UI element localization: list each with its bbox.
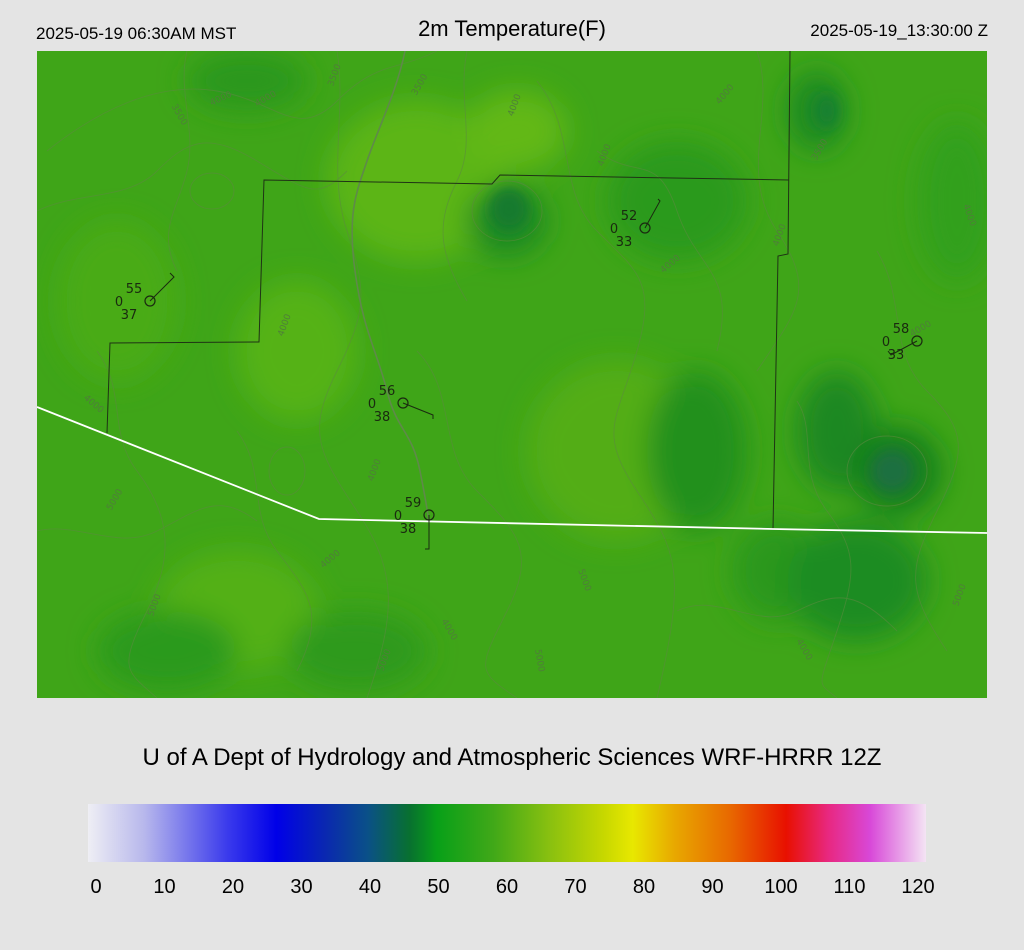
wind-barb-icon (644, 198, 661, 229)
wind-barb-icon (425, 515, 430, 550)
colorbar-tick: 90 (701, 876, 724, 898)
colorbar-gradient (88, 804, 926, 862)
station-dewpoint: 33 (888, 348, 905, 363)
station-circle-icon (639, 222, 651, 234)
colorbar-tick: 0 (90, 876, 102, 898)
map-title: 2m Temperature(F) (418, 16, 606, 41)
colorbar-tick: 120 (901, 876, 935, 898)
station-dewpoint: 38 (374, 410, 391, 425)
temperature-shading (57, 51, 987, 691)
colorbar-tick: 40 (358, 876, 382, 898)
station-temperature: 59 (405, 496, 422, 511)
credit-text: U of A Dept of Hydrology and Atmospheric… (142, 744, 882, 771)
local-time-label: 2025-05-19 06:30AM MST (36, 24, 237, 43)
station-temperature: 58 (893, 322, 910, 337)
station-circle-icon (144, 295, 156, 307)
state-border (37, 406, 987, 534)
station-circle-icon (911, 335, 923, 347)
terrain-contours (37, 51, 959, 698)
station-dewpoint: 37 (121, 308, 138, 323)
utc-time-label: 2025-05-19_13:30:00 Z (810, 21, 988, 40)
colorbar-tick: 100 (764, 876, 798, 898)
cold-cores (489, 93, 914, 493)
station-gust: 0 (882, 335, 890, 350)
colorbar-tick: 30 (290, 876, 313, 898)
colorbar-tick: 80 (632, 876, 656, 898)
contour-label: 5000 (532, 649, 546, 674)
station-circle-icon (423, 509, 435, 521)
colorbar-tick: 50 (427, 876, 450, 898)
station-gust: 0 (394, 509, 402, 524)
station-gust: 0 (115, 295, 123, 310)
colorbar-tick: 20 (221, 876, 245, 898)
county-lines (106, 51, 791, 530)
colorbar-tick: 60 (495, 876, 519, 898)
colorbar-tick: 10 (153, 876, 176, 898)
station-dewpoint: 38 (400, 522, 417, 537)
station-temperature: 56 (379, 384, 396, 399)
temperature-colorbar (88, 804, 926, 862)
station-temperature: 55 (126, 282, 143, 297)
wind-barb-icon (402, 402, 434, 419)
colorbar-tick: 70 (564, 876, 587, 898)
station-gust: 0 (368, 397, 376, 412)
wind-barb-icon (887, 340, 918, 356)
wind-barb-icon (149, 272, 175, 302)
station-dewpoint: 33 (616, 235, 633, 250)
river (351, 51, 430, 522)
temperature-map: 3500 4000 4000 3500 3500 4000 4000 4000 3500 4000… (37, 51, 987, 698)
station-circle-icon (397, 397, 409, 409)
station-temperature: 52 (621, 209, 638, 224)
colorbar-tick: 110 (833, 876, 866, 898)
station-gust: 0 (610, 222, 618, 237)
